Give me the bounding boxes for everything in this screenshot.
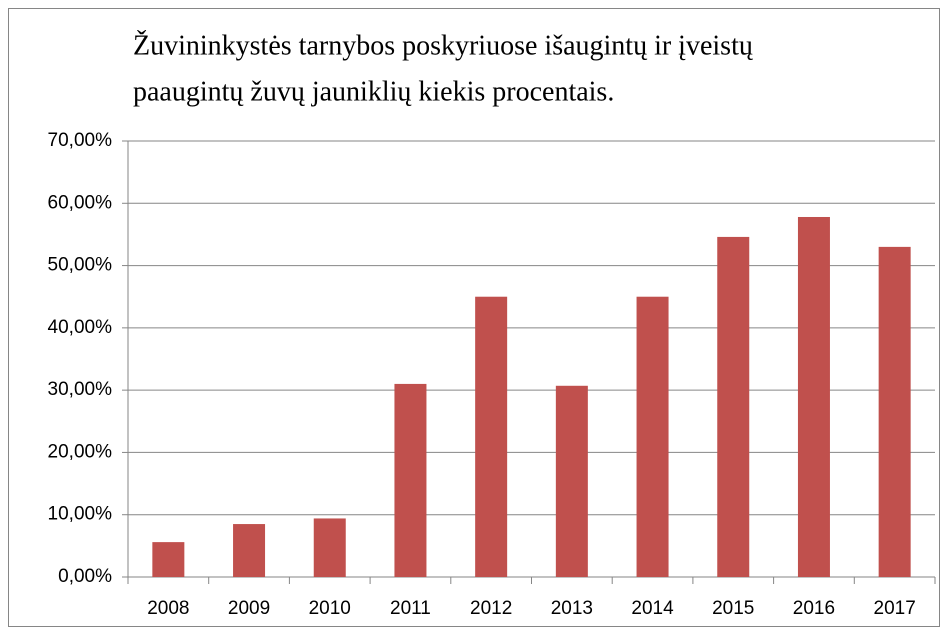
bar <box>878 246 911 577</box>
bar <box>152 542 185 577</box>
x-tick-label: 2011 <box>390 598 431 619</box>
y-tick-label: 50,00% <box>48 255 113 276</box>
bar <box>717 236 750 578</box>
x-tick-label: 2008 <box>147 598 189 619</box>
x-tick-label: 2012 <box>470 598 512 619</box>
bar <box>233 524 266 577</box>
chart-border <box>8 8 940 627</box>
chart-title: paaugintų žuvų jauniklių kiekis procenta… <box>133 76 614 107</box>
bar <box>475 296 508 577</box>
x-tick-label: 2014 <box>631 598 674 619</box>
bar <box>394 383 427 577</box>
bar <box>555 385 588 577</box>
y-tick-label: 30,00% <box>48 379 113 400</box>
y-tick-label: 40,00% <box>48 317 113 338</box>
chart-title: Žuvininkystės tarnybos poskyriuose išaug… <box>133 30 754 61</box>
x-tick-label: 2010 <box>309 598 351 619</box>
bar <box>636 296 669 577</box>
y-tick-label: 60,00% <box>48 192 113 213</box>
x-tick-label: 2017 <box>874 598 916 619</box>
x-tick-label: 2016 <box>793 598 835 619</box>
x-tick-label: 2009 <box>228 598 270 619</box>
y-tick-label: 0,00% <box>58 566 112 587</box>
x-tick-label: 2013 <box>551 598 593 619</box>
y-tick-label: 20,00% <box>48 441 113 462</box>
x-tick-label: 2015 <box>712 598 754 619</box>
y-tick-label: 10,00% <box>48 504 113 525</box>
bar <box>797 216 830 577</box>
y-tick-label: 70,00% <box>48 130 113 151</box>
bar <box>313 518 346 577</box>
